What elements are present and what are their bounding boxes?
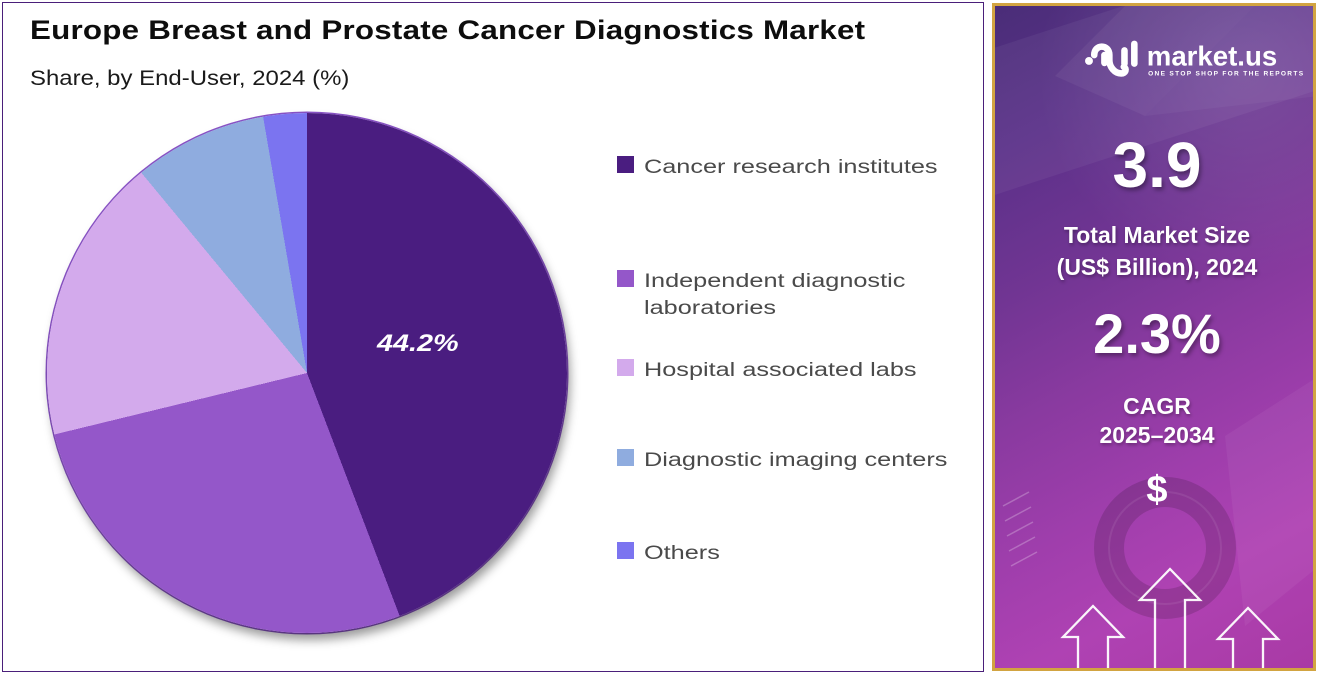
svg-text:ONE STOP SHOP FOR THE REPORTS: ONE STOP SHOP FOR THE REPORTS xyxy=(1148,70,1304,77)
svg-text:market.us: market.us xyxy=(1147,41,1277,72)
